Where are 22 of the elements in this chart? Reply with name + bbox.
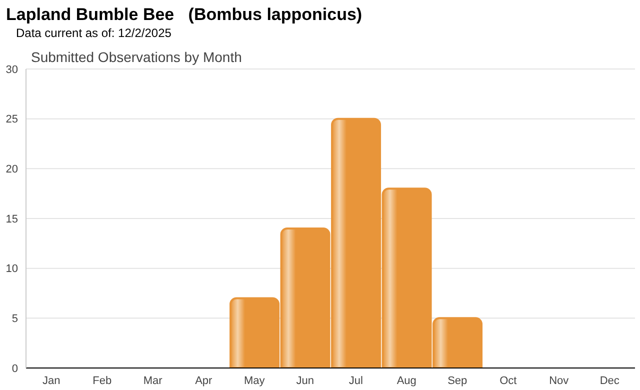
y-tick-label: 25 — [6, 114, 18, 126]
y-tick-label: 15 — [6, 213, 18, 226]
y-tick-label: 10 — [6, 263, 18, 276]
y-tick-label: 20 — [6, 164, 18, 176]
x-tick-label: Jun — [296, 374, 314, 387]
x-tick-label: Sep — [448, 374, 468, 387]
y-tick-label: 0 — [12, 362, 18, 375]
y-tick-label: 5 — [12, 313, 18, 326]
x-tick-label: Nov — [549, 374, 570, 387]
x-tick-label: Oct — [500, 374, 517, 387]
x-tick-label: Mar — [143, 374, 163, 387]
text: Submitted Observations by Month — [31, 49, 242, 65]
x-tick-label: Jul — [348, 374, 363, 387]
x-tick-label: Dec — [600, 374, 620, 387]
chart-subtitle: Data current as of: 12/2/2025 — [16, 26, 172, 40]
x-tick-label: May — [244, 374, 266, 387]
chart-title: Lapland Bumble Bee (Bombus lapponicus) — [6, 5, 362, 25]
x-tick-label: Feb — [92, 374, 112, 387]
x-tick-label: Jan — [42, 374, 60, 387]
x-tick-label: Apr — [195, 374, 213, 387]
y-tick-label: 30 — [6, 64, 18, 76]
x-tick-label: Aug — [396, 374, 416, 387]
